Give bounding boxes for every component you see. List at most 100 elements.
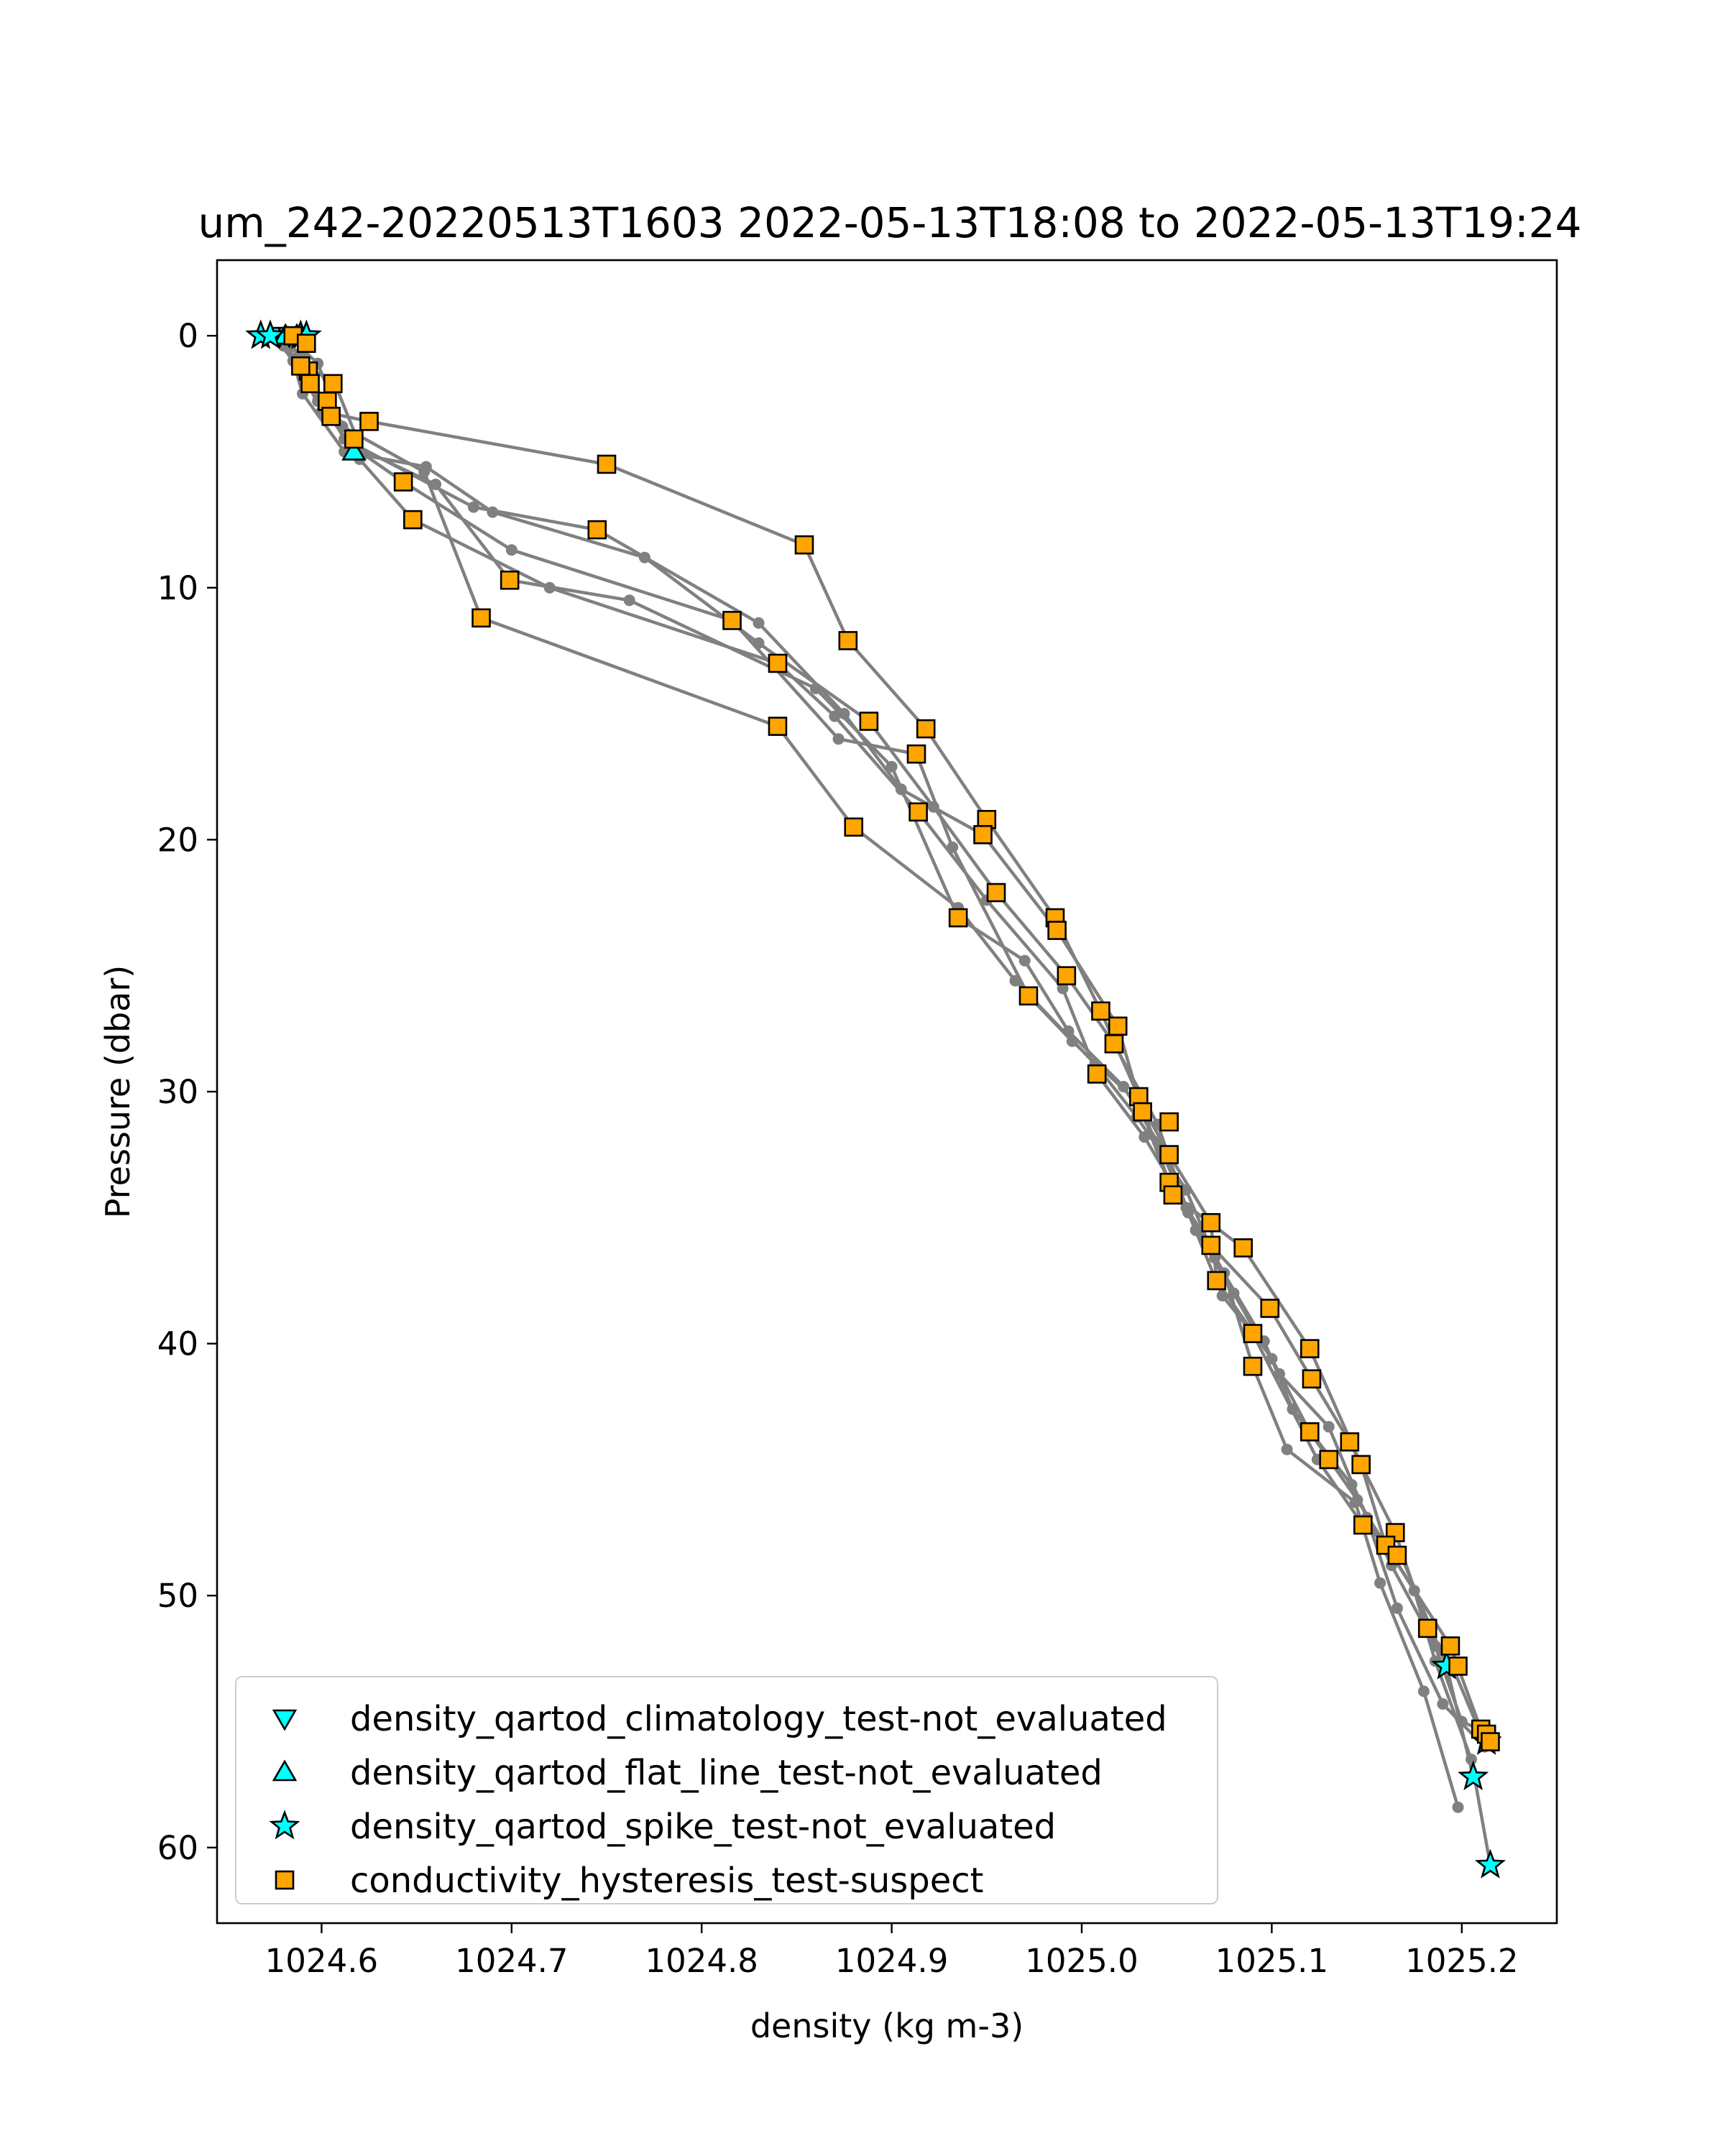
square-marker — [597, 454, 617, 474]
plot-area — [245, 319, 1506, 1879]
square-marker — [948, 908, 968, 928]
square-marker — [838, 631, 858, 650]
square-marker — [1159, 1112, 1179, 1132]
x-tick-label: 1024.8 — [645, 1942, 758, 1980]
profile-point — [638, 551, 650, 563]
profile-point — [1417, 1685, 1430, 1697]
square-marker — [291, 356, 310, 376]
star-marker — [254, 319, 286, 349]
y-tick-label: 60 — [157, 1829, 198, 1867]
square-marker — [1243, 1356, 1263, 1376]
triangle-up-marker — [341, 438, 367, 461]
y-axis-label: Pressure (dbar) — [98, 965, 137, 1218]
profile-point — [1190, 1224, 1202, 1236]
profile-point — [1466, 1754, 1477, 1766]
square-marker — [1340, 1432, 1360, 1452]
square-marker — [1448, 1657, 1468, 1676]
square-marker — [393, 472, 413, 492]
legend-box — [235, 1676, 1218, 1904]
x-tick-label: 1024.7 — [455, 1942, 568, 1980]
square-marker — [768, 717, 788, 736]
square-marker — [1163, 1185, 1183, 1205]
legend-label: conductivity_hysteresis_test-suspect — [350, 1861, 983, 1901]
square-marker — [1417, 1618, 1438, 1639]
square-marker — [986, 883, 1006, 903]
profile-point — [1374, 1577, 1386, 1589]
legend-star-icon — [269, 1810, 300, 1840]
square-marker — [321, 407, 341, 426]
profile-point — [418, 466, 431, 478]
axis-ticks: 1024.6 1024.7 1024.8 1024.9 1025.0 1025.1 1025… — [157, 317, 1519, 1980]
profile-point — [1346, 1478, 1358, 1491]
profile-point — [1180, 1184, 1192, 1196]
x-axis-label: density (kg m-3) — [750, 2007, 1024, 2045]
square-marker — [908, 802, 928, 822]
square-marker — [1300, 1339, 1320, 1358]
square-marker — [1319, 1450, 1339, 1470]
y-tick-label: 30 — [157, 1073, 198, 1111]
profile-point — [1118, 1081, 1130, 1092]
square-marker — [403, 510, 423, 530]
profile-point — [1009, 975, 1021, 987]
square-marker — [1243, 1324, 1263, 1343]
profile-point — [832, 733, 845, 745]
square-marker — [1260, 1299, 1280, 1318]
square-marker — [794, 535, 814, 555]
profile-point — [487, 506, 499, 518]
legend-label: density_qartod_climatology_test-not_eval… — [350, 1699, 1167, 1739]
square-marker — [1057, 966, 1077, 986]
square-marker — [296, 333, 316, 354]
profile-point — [829, 710, 841, 722]
square-marker — [323, 374, 343, 394]
square-marker — [1233, 1238, 1254, 1258]
square-marker — [500, 570, 520, 590]
square-marker — [300, 374, 320, 394]
profile-line — [285, 337, 1486, 1749]
profile-point — [1018, 954, 1031, 967]
profile-point — [505, 544, 518, 556]
square-marker — [1353, 1515, 1373, 1535]
square-marker — [1376, 1535, 1396, 1555]
square-marker — [1133, 1102, 1152, 1122]
y-tick-label: 50 — [157, 1577, 198, 1615]
square-marker — [1207, 1271, 1227, 1291]
profile-point — [1209, 1252, 1221, 1264]
y-tick-label: 40 — [157, 1325, 198, 1363]
legend-square-icon — [275, 1870, 295, 1890]
profile-point — [623, 594, 635, 607]
legend-triangle-down-icon — [272, 1709, 298, 1731]
profile-point — [467, 501, 479, 513]
square-marker — [472, 608, 491, 628]
y-tick-label: 20 — [157, 821, 198, 859]
x-tick-label: 1025.0 — [1025, 1942, 1138, 1980]
profile-point — [430, 479, 442, 490]
square-marker — [1087, 1064, 1107, 1084]
profile-point — [886, 760, 898, 773]
square-marker — [1387, 1545, 1407, 1565]
legend-triangle-up-icon — [272, 1759, 298, 1782]
square-marker — [1201, 1235, 1221, 1256]
legend-label: density_qartod_spike_test-not_evaluated — [350, 1807, 1056, 1847]
square-marker — [1091, 1001, 1110, 1021]
square-marker — [1047, 921, 1067, 940]
square-marker — [973, 825, 993, 844]
square-marker — [1018, 986, 1039, 1006]
square-marker — [906, 744, 926, 764]
square-marker — [1201, 1213, 1221, 1233]
square-marker — [587, 520, 607, 540]
profile-point — [1452, 1801, 1464, 1813]
star-marker — [1458, 1760, 1489, 1791]
legend: density_qartod_climatology_test-not_eval… — [235, 1676, 1218, 1904]
square-marker — [768, 653, 788, 673]
profile-point — [1287, 1403, 1299, 1415]
profile-point — [1057, 982, 1069, 995]
square-marker — [1351, 1455, 1371, 1475]
square-marker — [1440, 1636, 1460, 1656]
profile-point — [753, 617, 765, 629]
chart-title: um_242-20220513T1603 2022-05-13T18:08 to… — [198, 198, 1582, 247]
square-marker — [1159, 1145, 1179, 1164]
x-tick-label: 1025.2 — [1405, 1942, 1518, 1980]
legend-label: density_qartod_flat_line_test-not_evalua… — [350, 1753, 1103, 1793]
square-marker — [722, 611, 742, 630]
